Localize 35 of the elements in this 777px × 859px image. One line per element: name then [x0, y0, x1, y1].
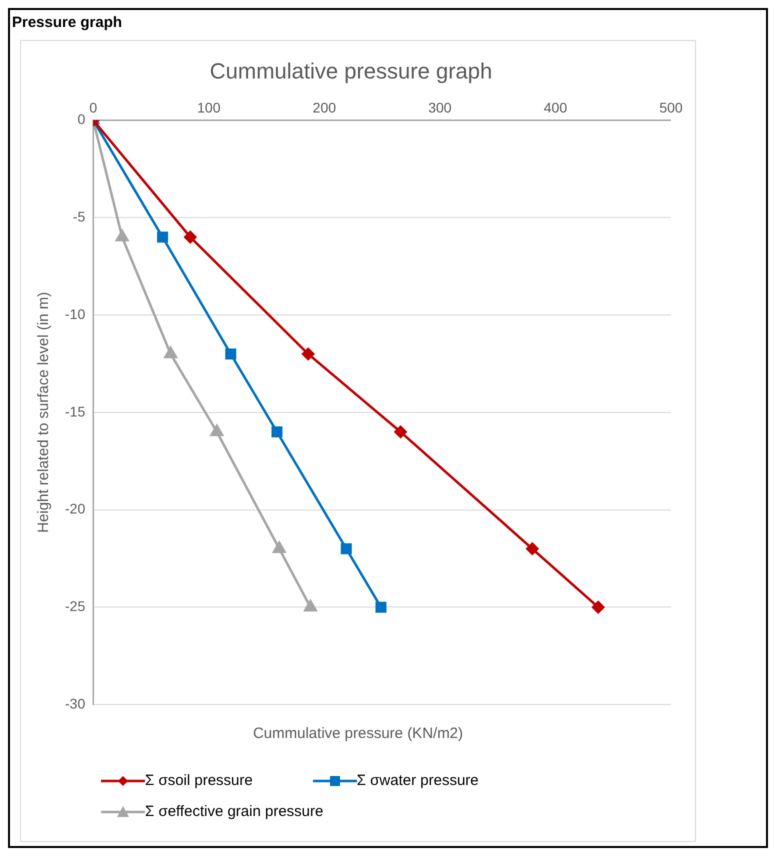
x-tick-label: 500 — [659, 100, 683, 116]
legend-label: Σ σsoil pressure — [145, 772, 253, 789]
x-axis-title: Cummulative pressure (KN/m2) — [252, 725, 464, 742]
point — [526, 542, 539, 556]
point — [302, 348, 314, 360]
y-tick-label: -5 — [72, 208, 86, 224]
point — [225, 348, 236, 360]
legend-label: Σ σwater pressure — [356, 772, 479, 789]
point — [164, 346, 178, 358]
point — [375, 602, 386, 613]
y-tick-label: -25 — [65, 598, 86, 614]
point — [271, 426, 282, 438]
y-tick-label: -20 — [65, 500, 86, 517]
x-tick-label: 200 — [312, 100, 336, 116]
x-tick-label: 400 — [544, 100, 568, 116]
text: Pressure graph — [12, 14, 122, 31]
chart-title: Cummulative pressure graph — [210, 58, 492, 84]
y-axis-title: Height related to surface level (in m) — [35, 292, 52, 533]
y-tick-label: 0 — [77, 111, 86, 128]
x-tick-label: 100 — [197, 100, 221, 116]
point — [184, 230, 197, 244]
point — [394, 426, 407, 438]
point — [210, 424, 224, 436]
x-tick-label: 0 — [89, 100, 98, 116]
y-tick-label: -10 — [65, 306, 86, 322]
x-tick-label: 300 — [428, 100, 452, 116]
y-tick-label: -30 — [65, 695, 86, 712]
point — [116, 230, 129, 242]
point — [157, 232, 168, 243]
point — [272, 542, 286, 554]
point — [304, 600, 317, 612]
legend-label: Σ σeffective grain pressure — [145, 803, 324, 820]
y-tick-label: -15 — [65, 403, 86, 420]
point — [340, 543, 352, 554]
point — [592, 600, 604, 614]
